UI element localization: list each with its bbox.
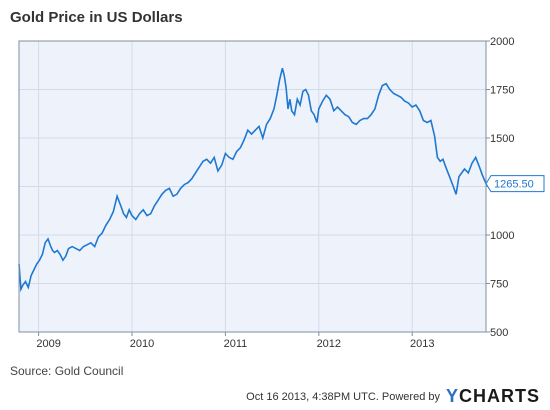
ycharts-logo-y: Y bbox=[445, 386, 459, 406]
footer: Oct 16 2013, 4:38PM UTC. Powered by YCHA… bbox=[246, 386, 540, 407]
last-value-box bbox=[485, 175, 545, 193]
powered-by-label: Powered by bbox=[381, 390, 440, 403]
x-tick-label: 2011 bbox=[224, 338, 248, 350]
y-tick-label: 1500 bbox=[490, 133, 514, 145]
x-tick-label: 2010 bbox=[130, 338, 154, 350]
y-tick-label: 1000 bbox=[490, 230, 514, 242]
last-value-label: 1265.50 bbox=[494, 179, 534, 191]
gold-price-line bbox=[18, 68, 487, 293]
ycharts-logo[interactable]: YCHARTS bbox=[446, 386, 540, 407]
source-note: Source: Gold Council bbox=[10, 364, 124, 378]
timestamp: Oct 16 2013, 4:38PM UTC. bbox=[246, 390, 379, 403]
x-tick-label: 2009 bbox=[36, 338, 60, 350]
grid-lines bbox=[19, 41, 486, 332]
y-tick-label: 750 bbox=[490, 279, 508, 291]
chart-title: Gold Price in US Dollars bbox=[10, 9, 183, 26]
x-axis: 2009 2010 2011 2012 2013 bbox=[36, 332, 434, 350]
x-tick-label: 2012 bbox=[317, 338, 341, 350]
y-tick-label: 2000 bbox=[490, 36, 514, 48]
last-value-callout[interactable]: 1265.50 bbox=[485, 175, 545, 193]
x-tick-label: 2013 bbox=[410, 338, 434, 350]
ycharts-logo-text: CHARTS bbox=[459, 386, 540, 406]
y-tick-label: 500 bbox=[490, 327, 508, 339]
y-tick-label: 1750 bbox=[490, 85, 514, 97]
last-value-marker[interactable]: 1265.50 bbox=[485, 175, 545, 193]
